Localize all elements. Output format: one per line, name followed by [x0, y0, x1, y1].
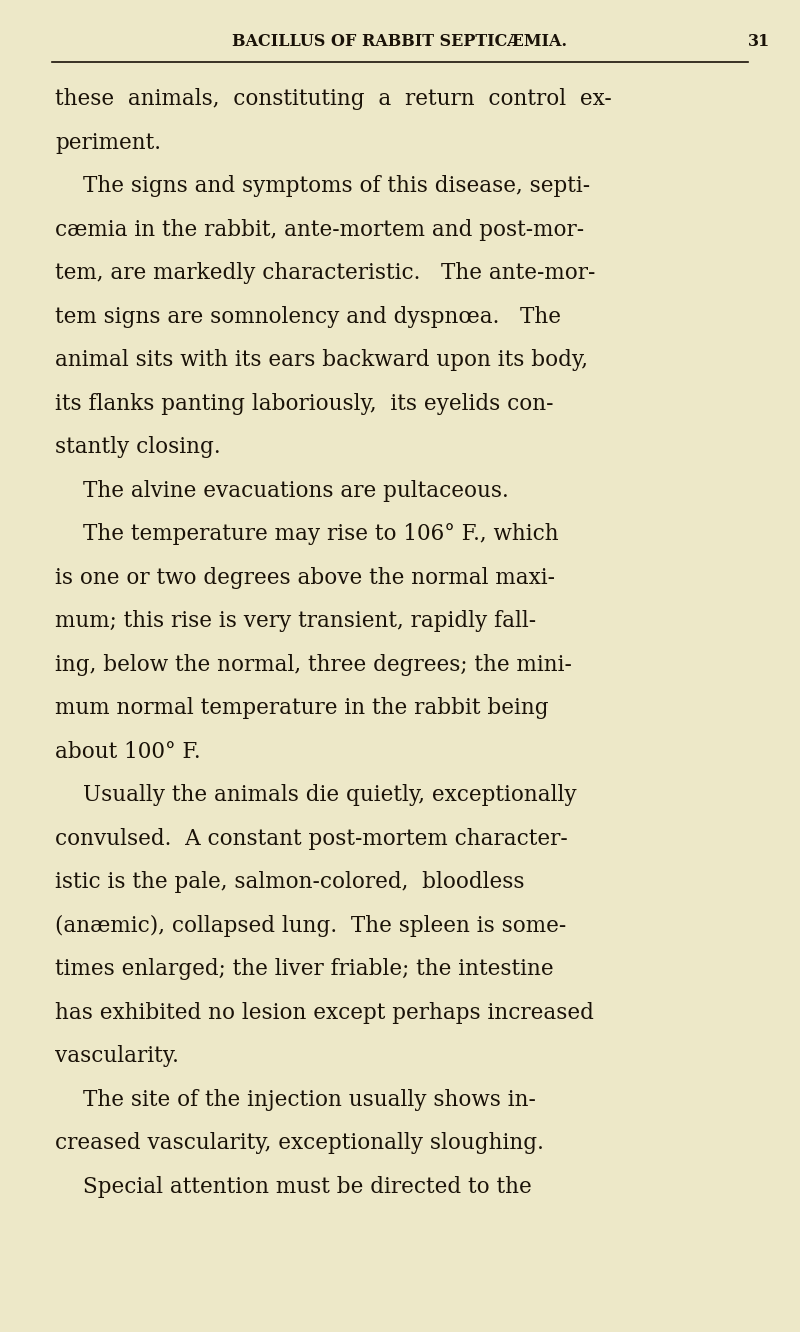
Text: mum normal temperature in the rabbit being: mum normal temperature in the rabbit bei…	[55, 697, 549, 719]
Text: cæmia in the rabbit, ante-mortem and post-mor-: cæmia in the rabbit, ante-mortem and pos…	[55, 218, 584, 241]
Text: convulsed.  A constant post-mortem character-: convulsed. A constant post-mortem charac…	[55, 827, 568, 850]
Text: about 100° F.: about 100° F.	[55, 741, 201, 762]
Text: animal sits with its ears backward upon its body,: animal sits with its ears backward upon …	[55, 349, 588, 372]
Text: (anæmic), collapsed lung.  The spleen is some-: (anæmic), collapsed lung. The spleen is …	[55, 915, 566, 936]
Text: tem signs are somnolency and dyspnœa.   The: tem signs are somnolency and dyspnœa. Th…	[55, 305, 561, 328]
Text: BACILLUS OF RABBIT SEPTICÆMIA.: BACILLUS OF RABBIT SEPTICÆMIA.	[233, 33, 567, 51]
Text: The temperature may rise to 106° F., which: The temperature may rise to 106° F., whi…	[83, 523, 558, 545]
Text: tem, are markedly characteristic.   The ante-mor-: tem, are markedly characteristic. The an…	[55, 262, 595, 284]
Text: its flanks panting laboriously,  its eyelids con-: its flanks panting laboriously, its eyel…	[55, 393, 554, 414]
Text: is one or two degrees above the normal maxi-: is one or two degrees above the normal m…	[55, 566, 555, 589]
Text: istic is the pale, salmon-colored,  bloodless: istic is the pale, salmon-colored, blood…	[55, 871, 525, 892]
Text: stantly closing.: stantly closing.	[55, 436, 221, 458]
Text: times enlarged; the liver friable; the intestine: times enlarged; the liver friable; the i…	[55, 958, 554, 980]
Text: 31: 31	[748, 33, 770, 51]
Text: The signs and symptoms of this disease, septi-: The signs and symptoms of this disease, …	[83, 174, 590, 197]
Text: Usually the animals die quietly, exceptionally: Usually the animals die quietly, excepti…	[83, 785, 577, 806]
Text: The alvine evacuations are pultaceous.: The alvine evacuations are pultaceous.	[83, 480, 509, 502]
Text: periment.: periment.	[55, 132, 161, 153]
Text: has exhibited no lesion except perhaps increased: has exhibited no lesion except perhaps i…	[55, 1002, 594, 1023]
Text: vascularity.: vascularity.	[55, 1046, 179, 1067]
Text: The site of the injection usually shows in-: The site of the injection usually shows …	[83, 1088, 536, 1111]
Text: mum; this rise is very transient, rapidly fall-: mum; this rise is very transient, rapidl…	[55, 610, 536, 631]
Text: ing, below the normal, three degrees; the mini-: ing, below the normal, three degrees; th…	[55, 654, 572, 675]
Text: creased vascularity, exceptionally sloughing.: creased vascularity, exceptionally sloug…	[55, 1132, 544, 1154]
Text: Special attention must be directed to the: Special attention must be directed to th…	[83, 1176, 532, 1197]
Text: these  animals,  constituting  a  return  control  ex-: these animals, constituting a return con…	[55, 88, 612, 111]
